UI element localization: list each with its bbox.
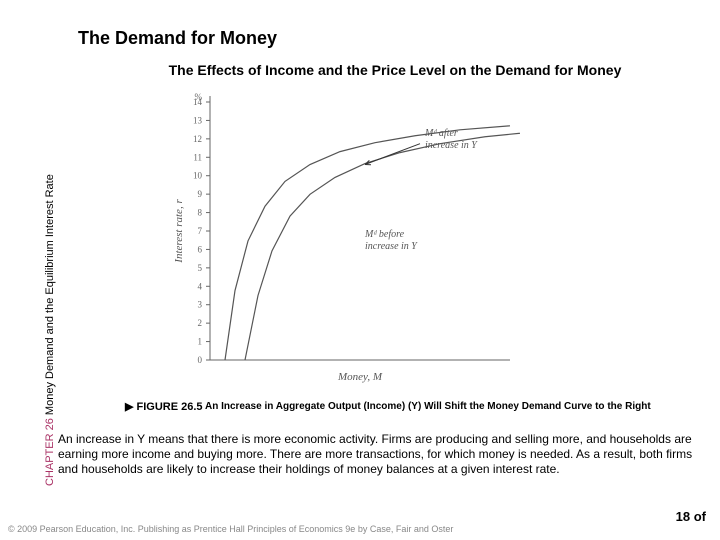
svg-text:9: 9 [198, 189, 203, 199]
svg-text:12: 12 [193, 134, 202, 144]
chapter-title-text: Money Demand and the Equilibrium Interes… [44, 174, 56, 415]
caret-right-icon: ▶ FIGURE 26.5 [125, 401, 203, 413]
svg-text:increase in Y: increase in Y [425, 140, 478, 151]
money-demand-chart: 01234567891011121314%Mᵈ afterincrease in… [170, 90, 520, 390]
svg-text:6: 6 [198, 244, 203, 254]
svg-text:Interest rate, r: Interest rate, r [173, 199, 185, 264]
svg-text:13: 13 [193, 115, 203, 125]
chapter-tag: CHAPTER 26 [44, 418, 56, 486]
svg-text:7: 7 [198, 226, 203, 236]
svg-text:10: 10 [193, 171, 203, 181]
svg-text:0: 0 [198, 355, 203, 365]
figure-caption-text: An Increase in Aggregate Output (Income)… [205, 401, 651, 412]
body-paragraph: An increase in Y means that there is mor… [58, 432, 702, 477]
svg-text:11: 11 [193, 152, 202, 162]
svg-text:Mᵈ after: Mᵈ after [424, 128, 458, 139]
svg-text:Mᵈ before: Mᵈ before [364, 229, 405, 240]
svg-text:3: 3 [198, 300, 203, 310]
svg-text:increase in Y: increase in Y [365, 241, 418, 252]
svg-text:Money, M: Money, M [337, 371, 383, 383]
svg-text:2: 2 [198, 318, 203, 328]
page-number: 18 of [676, 509, 706, 524]
figure-caption: ▶ FIGURE 26.5 An Increase in Aggregate O… [125, 400, 705, 413]
svg-text:1: 1 [198, 337, 203, 347]
copyright-footer: © 2009 Pearson Education, Inc. Publishin… [8, 524, 453, 534]
svg-text:4: 4 [198, 281, 203, 291]
svg-text:5: 5 [198, 263, 203, 273]
chapter-side-label: CHAPTER 26 Money Demand and the Equilibr… [44, 86, 56, 486]
svg-text:8: 8 [198, 208, 203, 218]
page-title: The Demand for Money [78, 28, 277, 49]
section-title: The Effects of Income and the Price Leve… [90, 62, 700, 78]
svg-text:%: % [195, 92, 203, 102]
